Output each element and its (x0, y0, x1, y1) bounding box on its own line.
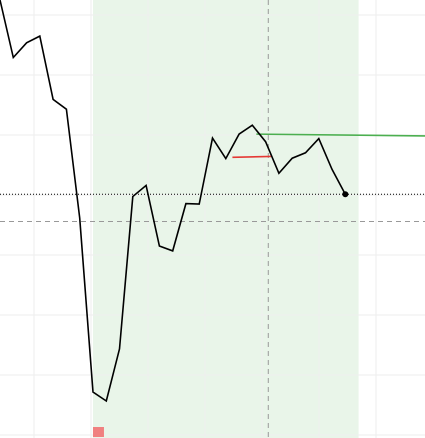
highlight-band (92, 0, 359, 438)
highlight-layer (92, 0, 359, 438)
series-end-point (342, 191, 349, 198)
segments-layer (232, 133, 425, 159)
event-marker (92, 427, 104, 437)
green-level-line (256, 133, 425, 137)
series-line (0, 0, 347, 403)
red-level-line (232, 155, 271, 159)
series-layer (0, 0, 347, 403)
markers-layer (92, 191, 349, 437)
